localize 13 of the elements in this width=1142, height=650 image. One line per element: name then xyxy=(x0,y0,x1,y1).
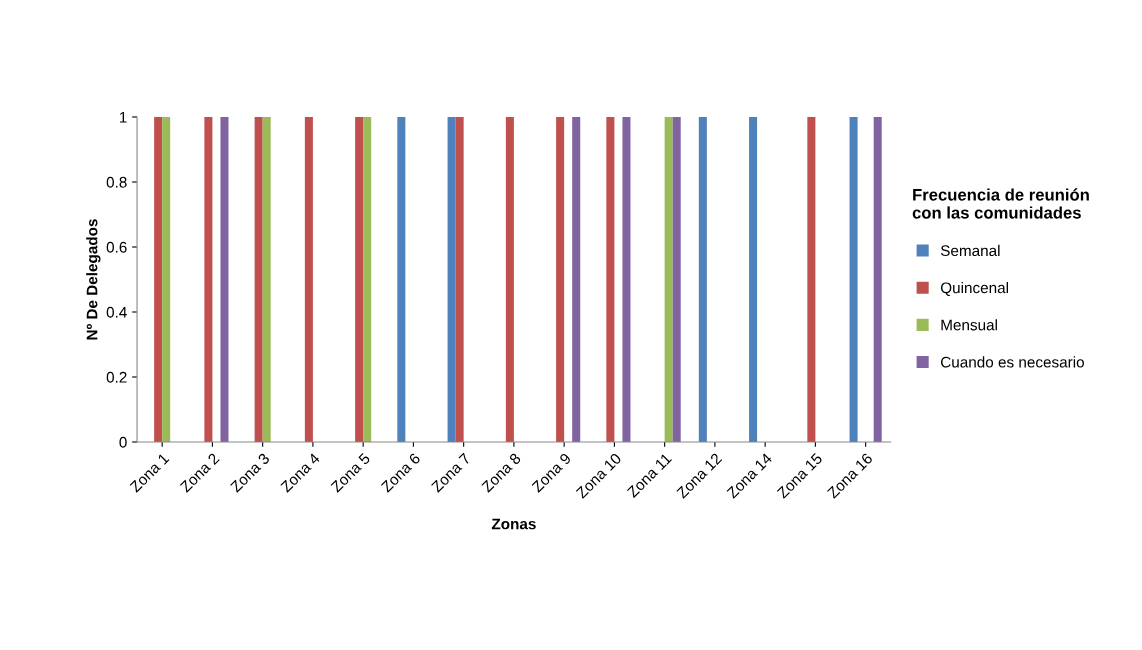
y-tick-label: 0.4 xyxy=(106,306,127,318)
legend-label: Semanal xyxy=(940,244,1000,257)
y-axis-title: Nº De Delegados xyxy=(86,219,101,340)
x-axis-title: Zonas xyxy=(491,518,536,530)
legend-label: Cuando es necesario xyxy=(941,356,1084,368)
y-tick-label: 0 xyxy=(119,436,127,448)
y-tick-label: 0.8 xyxy=(106,176,127,188)
y-tick-label: 0.6 xyxy=(106,241,127,253)
y-tick-label: 0.2 xyxy=(106,371,127,383)
legend-label: Quincenal xyxy=(940,282,1008,296)
legend-label: Mensual xyxy=(941,319,997,331)
y-tick-label: 1 xyxy=(119,112,127,123)
legend-title: Frecuencia de reunión con las comunidades xyxy=(912,188,1089,219)
